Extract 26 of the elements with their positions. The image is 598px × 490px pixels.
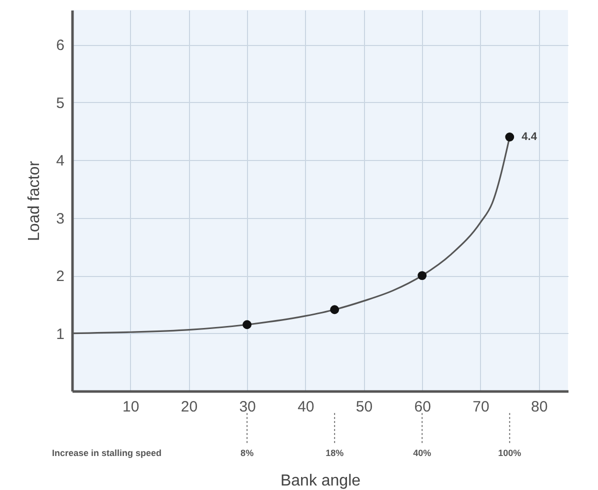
point [505, 132, 514, 142]
y-tick-label: 2 [56, 268, 64, 286]
point [330, 305, 340, 314]
x-tick-label: 40 [298, 398, 314, 416]
point [418, 271, 427, 280]
x-axis-title: Bank angle [280, 472, 361, 490]
annotation: 8% [240, 448, 254, 458]
annotation: 40% [413, 448, 432, 458]
data-label: 4.4 [522, 131, 538, 143]
y-tick-label: 1 [56, 326, 64, 343]
x-tick-label: 80 [530, 398, 548, 416]
x-tick-label: 20 [180, 398, 198, 416]
x-tick-label: 60 [414, 398, 431, 416]
x-tick-label: 50 [356, 398, 373, 416]
x-tick-label: 70 [472, 398, 490, 416]
y-axis-title: Load factor [26, 160, 44, 242]
y-tick-label: 4 [56, 152, 64, 170]
text: Increase in stalling speed [52, 448, 162, 458]
y-tick-label: 6 [56, 37, 64, 54]
x-tick-label: 10 [122, 398, 140, 416]
y-tick-label: 5 [56, 94, 64, 112]
point [242, 320, 252, 330]
annotation: 18% [326, 448, 344, 458]
annotation: 100% [498, 448, 522, 458]
y-tick-label: 3 [56, 210, 64, 228]
x-tick-label: 30 [239, 398, 256, 416]
